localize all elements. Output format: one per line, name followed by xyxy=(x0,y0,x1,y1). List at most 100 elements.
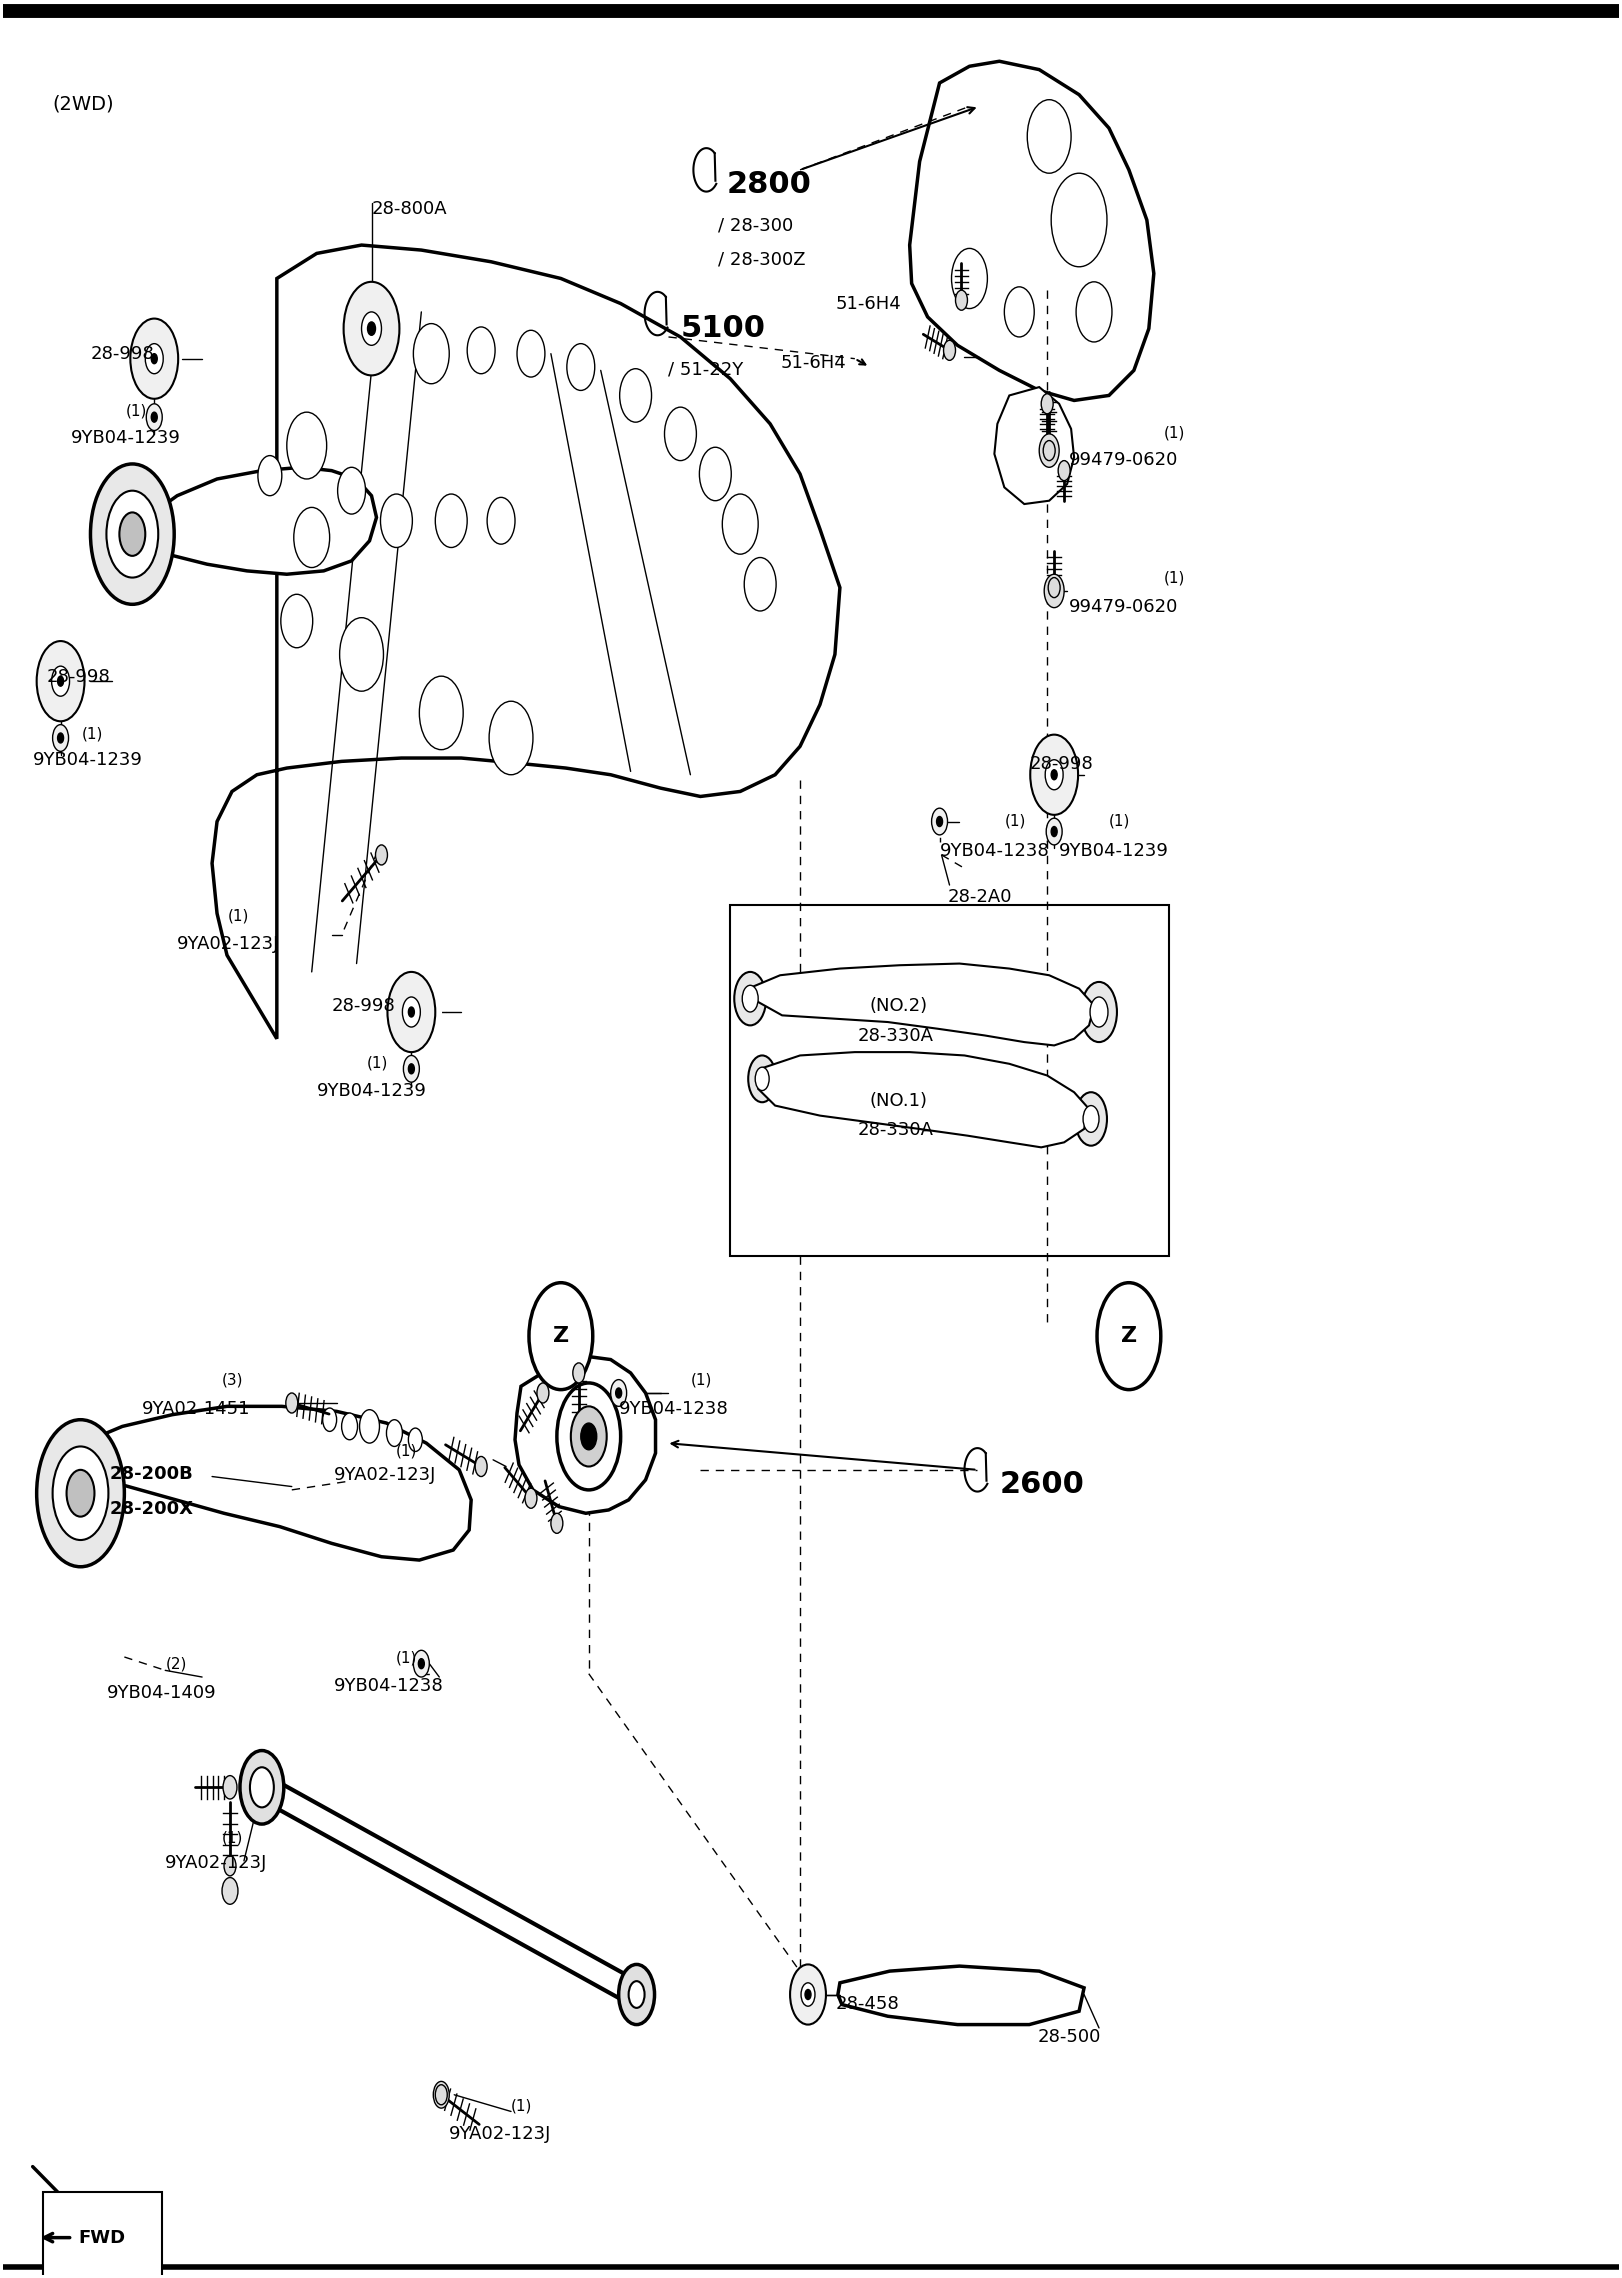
Circle shape xyxy=(620,369,652,421)
Circle shape xyxy=(1030,734,1079,816)
Text: 9YB04-1238: 9YB04-1238 xyxy=(334,1677,443,1695)
Circle shape xyxy=(130,319,178,399)
Circle shape xyxy=(433,2082,449,2107)
Circle shape xyxy=(748,1055,775,1103)
Text: (1): (1) xyxy=(1165,426,1186,440)
Text: (1): (1) xyxy=(81,727,102,740)
Circle shape xyxy=(414,323,449,383)
Circle shape xyxy=(1082,982,1118,1041)
Polygon shape xyxy=(212,246,840,1039)
Circle shape xyxy=(744,558,775,611)
Text: 9YA02-123J: 9YA02-123J xyxy=(165,1854,268,1873)
Text: 28-200B: 28-200B xyxy=(109,1465,193,1483)
Circle shape xyxy=(107,490,159,579)
Polygon shape xyxy=(748,964,1093,1046)
Text: Z: Z xyxy=(1121,1326,1137,1346)
Text: 9YB04-1239: 9YB04-1239 xyxy=(1059,841,1169,859)
Circle shape xyxy=(790,1964,826,2025)
Circle shape xyxy=(362,312,381,346)
Circle shape xyxy=(1051,770,1058,779)
Circle shape xyxy=(388,973,435,1052)
Text: / 51-22Y: / 51-22Y xyxy=(668,360,744,378)
Text: 28-800A: 28-800A xyxy=(371,200,448,219)
Circle shape xyxy=(323,1408,337,1431)
Text: (1): (1) xyxy=(229,909,250,923)
Text: / 28-300Z: / 28-300Z xyxy=(719,251,806,269)
Bar xyxy=(730,904,1169,1255)
Circle shape xyxy=(435,494,467,547)
Text: 28-998: 28-998 xyxy=(331,998,396,1016)
Text: / 28-300: / 28-300 xyxy=(719,216,793,235)
Polygon shape xyxy=(839,1966,1083,2025)
Circle shape xyxy=(37,1419,125,1567)
Circle shape xyxy=(529,1283,592,1390)
Circle shape xyxy=(1004,287,1035,337)
Circle shape xyxy=(146,403,162,431)
Text: 9YA02-123J: 9YA02-123J xyxy=(449,2125,551,2144)
Circle shape xyxy=(1051,827,1058,836)
Circle shape xyxy=(1051,173,1106,267)
Text: (1): (1) xyxy=(1165,572,1186,585)
Text: 9YB04-1409: 9YB04-1409 xyxy=(107,1683,216,1702)
Circle shape xyxy=(222,1877,238,1904)
Circle shape xyxy=(756,1066,769,1091)
Circle shape xyxy=(58,677,63,686)
Circle shape xyxy=(1096,1283,1161,1390)
Circle shape xyxy=(629,1982,644,2007)
Circle shape xyxy=(699,446,732,501)
Circle shape xyxy=(344,282,399,376)
Circle shape xyxy=(285,1392,298,1412)
Circle shape xyxy=(376,845,388,866)
Text: 9YA02-1451: 9YA02-1451 xyxy=(143,1399,251,1417)
Circle shape xyxy=(611,1380,626,1406)
Circle shape xyxy=(1046,818,1062,845)
Circle shape xyxy=(151,353,157,364)
Text: 9YB04-1238: 9YB04-1238 xyxy=(618,1399,728,1417)
Circle shape xyxy=(420,677,464,749)
Circle shape xyxy=(409,1007,414,1016)
Circle shape xyxy=(360,1410,380,1442)
Circle shape xyxy=(573,1362,586,1383)
Text: 2800: 2800 xyxy=(727,171,811,198)
Circle shape xyxy=(1043,440,1056,460)
Circle shape xyxy=(952,248,988,308)
Circle shape xyxy=(409,1428,422,1451)
Text: (3): (3) xyxy=(222,1374,243,1387)
Text: (NO.1): (NO.1) xyxy=(869,1091,928,1109)
Text: 28-330A: 28-330A xyxy=(858,1027,934,1046)
Circle shape xyxy=(801,1982,814,2007)
Circle shape xyxy=(944,339,955,360)
Circle shape xyxy=(337,467,365,515)
Text: 9YB04-1238: 9YB04-1238 xyxy=(939,841,1049,859)
Circle shape xyxy=(1090,998,1108,1027)
Text: FWD: FWD xyxy=(79,2228,127,2246)
Text: 9YB04-1239: 9YB04-1239 xyxy=(32,752,143,770)
Text: 28-998: 28-998 xyxy=(91,346,154,362)
Circle shape xyxy=(1045,574,1064,608)
Circle shape xyxy=(222,1775,237,1800)
Circle shape xyxy=(955,289,967,310)
Circle shape xyxy=(1058,460,1071,481)
Circle shape xyxy=(67,1469,94,1517)
Circle shape xyxy=(616,1387,621,1399)
Text: (1): (1) xyxy=(511,2098,532,2114)
Circle shape xyxy=(52,1447,109,1540)
Circle shape xyxy=(1041,394,1053,415)
Circle shape xyxy=(91,465,174,604)
Circle shape xyxy=(250,1768,274,1806)
Circle shape xyxy=(475,1456,487,1476)
Circle shape xyxy=(52,724,68,752)
Text: (1): (1) xyxy=(1109,813,1131,829)
Circle shape xyxy=(418,1658,425,1670)
Polygon shape xyxy=(994,387,1074,503)
Circle shape xyxy=(224,1857,235,1875)
Text: (1): (1) xyxy=(1004,813,1025,829)
Circle shape xyxy=(931,809,947,836)
Circle shape xyxy=(414,1649,430,1677)
Circle shape xyxy=(735,973,766,1025)
Circle shape xyxy=(743,986,757,1011)
Circle shape xyxy=(537,1383,548,1403)
Circle shape xyxy=(409,1064,414,1073)
Circle shape xyxy=(487,497,516,544)
Circle shape xyxy=(435,2084,448,2105)
